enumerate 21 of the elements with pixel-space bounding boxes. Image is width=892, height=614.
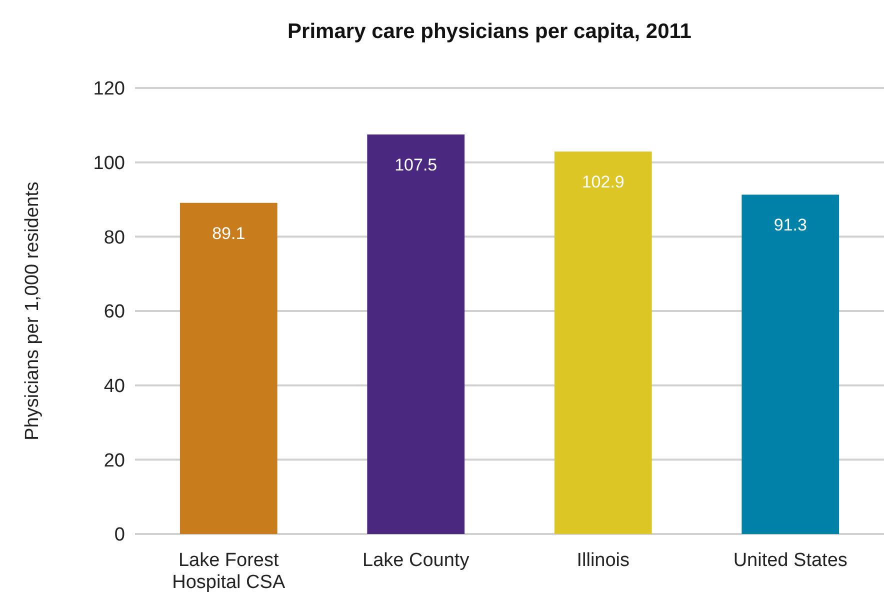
- y-tick-label: 40: [104, 376, 125, 397]
- x-tick-label: United States: [733, 550, 848, 571]
- bar: [554, 152, 652, 534]
- y-tick-label: 20: [104, 450, 125, 472]
- y-tick-label: 0: [114, 524, 125, 546]
- x-tick-label: Illinois: [576, 550, 630, 571]
- y-tick-label: 80: [104, 227, 125, 248]
- bar: [742, 194, 840, 534]
- data-label: 89.1: [212, 224, 246, 243]
- data-label: 102.9: [582, 172, 624, 192]
- chart-title: Primary care physicians per capita, 2011: [288, 20, 692, 43]
- y-tick-label: 60: [104, 302, 125, 323]
- data-label: 107.5: [394, 155, 438, 174]
- bar: [367, 134, 465, 534]
- y-tick-label: 100: [93, 152, 125, 174]
- bar: [180, 202, 278, 534]
- x-tick-label: Lake County: [362, 550, 470, 571]
- data-label: 91.3: [774, 216, 807, 235]
- y-tick-label: 120: [93, 78, 125, 100]
- y-axis-title: Physicians per 1,000 residents: [22, 182, 43, 440]
- x-tick-label: Lake Forest Hospital CSA: [172, 550, 286, 593]
